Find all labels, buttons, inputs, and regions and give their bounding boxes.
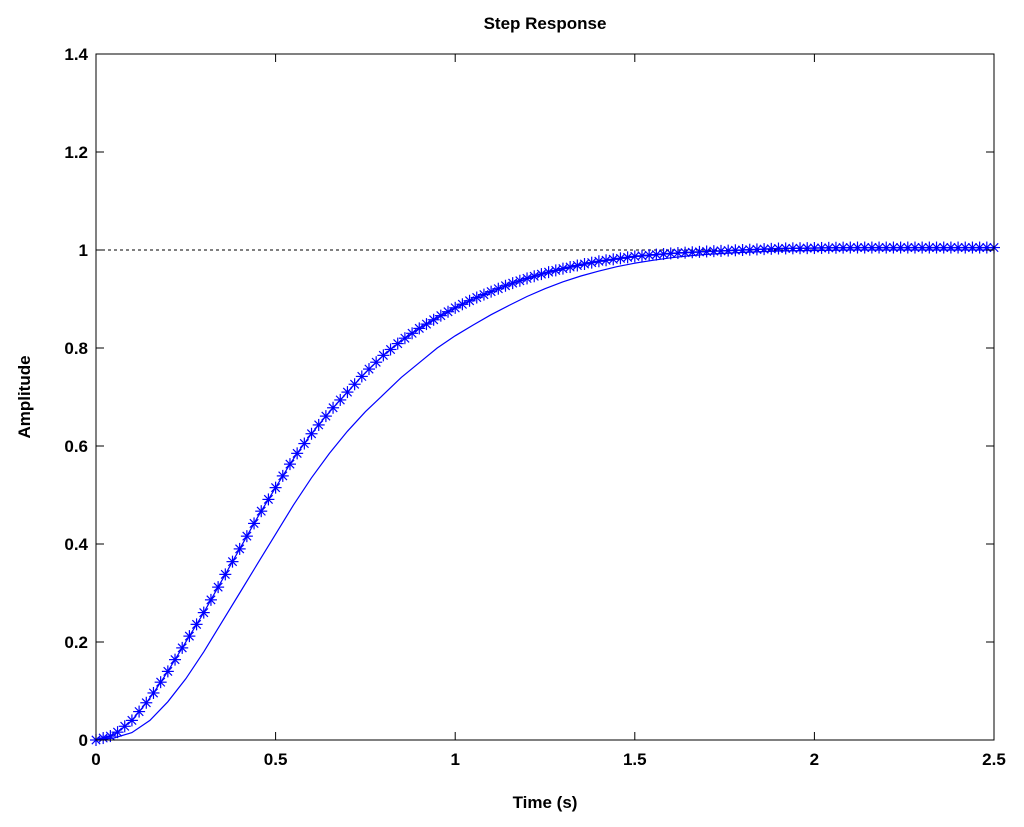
asterisk-marker bbox=[233, 542, 246, 555]
asterisk-marker bbox=[398, 332, 411, 345]
y-tick-label: 0 bbox=[79, 731, 88, 750]
asterisk-marker bbox=[643, 249, 656, 262]
asterisk-marker bbox=[362, 363, 375, 376]
y-tick-label: 0.4 bbox=[64, 535, 88, 554]
y-tick-label: 1 bbox=[79, 241, 88, 260]
y-tick-label: 0.8 bbox=[64, 339, 88, 358]
x-tick-label: 0 bbox=[91, 750, 100, 769]
asterisk-marker bbox=[212, 581, 225, 594]
series-layer bbox=[90, 241, 1000, 746]
asterisk-marker bbox=[801, 242, 814, 255]
asterisk-marker bbox=[334, 393, 347, 406]
asterisk-marker bbox=[556, 262, 569, 275]
asterisk-marker bbox=[873, 241, 886, 254]
asterisk-marker bbox=[521, 272, 534, 285]
asterisk-marker bbox=[161, 665, 174, 678]
asterisk-marker bbox=[808, 242, 821, 255]
asterisk-marker bbox=[305, 427, 318, 440]
asterisk-marker bbox=[406, 327, 419, 340]
asterisk-marker bbox=[528, 270, 541, 283]
asterisk-marker bbox=[585, 256, 598, 269]
asterisk-marker bbox=[600, 254, 613, 267]
asterisk-marker bbox=[319, 410, 332, 423]
x-tick-label: 1.5 bbox=[623, 750, 647, 769]
asterisk-marker bbox=[542, 266, 555, 279]
asterisk-marker bbox=[154, 676, 167, 689]
x-axis-title: Time (s) bbox=[513, 793, 578, 812]
asterisk-marker bbox=[312, 418, 325, 431]
plot-frame bbox=[95, 53, 995, 741]
asterisk-marker bbox=[133, 705, 146, 718]
asterisk-marker bbox=[204, 593, 217, 606]
asterisk-marker bbox=[169, 653, 182, 666]
asterisk-marker bbox=[176, 641, 189, 654]
asterisk-marker bbox=[183, 630, 196, 643]
asterisk-marker bbox=[628, 250, 641, 263]
asterisk-marker bbox=[391, 337, 404, 350]
asterisk-marker bbox=[887, 241, 900, 254]
asterisk-marker bbox=[269, 481, 282, 494]
asterisk-marker bbox=[370, 356, 383, 369]
asterisk-marker bbox=[118, 720, 131, 733]
asterisk-marker bbox=[248, 517, 261, 530]
asterisk-marker bbox=[240, 530, 253, 543]
asterisk-marker bbox=[190, 618, 203, 631]
asterisk-marker bbox=[283, 458, 296, 471]
asterisk-marker bbox=[111, 726, 124, 739]
asterisk-marker bbox=[549, 264, 562, 277]
asterisk-marker bbox=[722, 244, 735, 257]
asterisk-marker bbox=[255, 505, 268, 518]
asterisk-marker bbox=[564, 261, 577, 274]
asterisk-marker bbox=[384, 343, 397, 356]
x-axis-ticks: 0 0.5 1 1.5 2 2.5 bbox=[91, 54, 1006, 769]
asterisk-marker bbox=[420, 318, 433, 331]
y-axis-ticks: 0 0.2 0.4 0.6 0.8 1 1.2 1.4 bbox=[64, 45, 994, 750]
x-tick-label: 0.5 bbox=[264, 750, 288, 769]
asterisk-marker bbox=[427, 313, 440, 326]
asterisk-marker bbox=[276, 469, 289, 482]
asterisk-marker bbox=[291, 447, 304, 460]
asterisk-marker bbox=[736, 244, 749, 256]
x-tick-label: 1 bbox=[450, 750, 459, 769]
asterisk-marker bbox=[686, 246, 699, 259]
asterisk-marker bbox=[97, 732, 110, 745]
asterisk-marker bbox=[348, 378, 361, 391]
asterisk-marker bbox=[262, 493, 275, 506]
asterisk-marker bbox=[298, 437, 311, 450]
x-tick-label: 2 bbox=[810, 750, 819, 769]
plot-area bbox=[96, 54, 994, 740]
asterisk-marker bbox=[226, 555, 239, 568]
asterisk-marker bbox=[715, 244, 728, 257]
asterisk-marker bbox=[535, 268, 548, 281]
asterisk-marker bbox=[578, 258, 591, 271]
asterisk-marker bbox=[125, 714, 138, 727]
y-tick-label: 1.4 bbox=[64, 45, 88, 64]
y-tick-label: 0.2 bbox=[64, 633, 88, 652]
y-tick-label: 0.6 bbox=[64, 437, 88, 456]
y-axis-title: Amplitude bbox=[15, 355, 34, 438]
asterisk-marker bbox=[571, 259, 584, 272]
y-tick-label: 1.2 bbox=[64, 143, 88, 162]
asterisk-marker bbox=[851, 241, 864, 254]
asterisk-marker bbox=[197, 606, 210, 619]
asterisk-marker bbox=[750, 243, 763, 256]
asterisk-marker bbox=[219, 568, 232, 581]
asterisk-marker bbox=[377, 349, 390, 362]
asterisk-marker bbox=[341, 386, 354, 399]
asterisk-marker bbox=[147, 686, 160, 699]
asterisk-marker bbox=[413, 322, 426, 335]
asterisk-marker bbox=[434, 309, 447, 322]
asterisk-marker bbox=[865, 241, 878, 254]
x-tick-label: 2.5 bbox=[982, 750, 1006, 769]
chart-title: Step Response bbox=[484, 14, 607, 33]
asterisk-marker bbox=[966, 241, 979, 254]
asterisk-marker bbox=[140, 696, 153, 709]
asterisk-marker bbox=[355, 370, 368, 383]
asterisk-marker bbox=[327, 401, 340, 414]
